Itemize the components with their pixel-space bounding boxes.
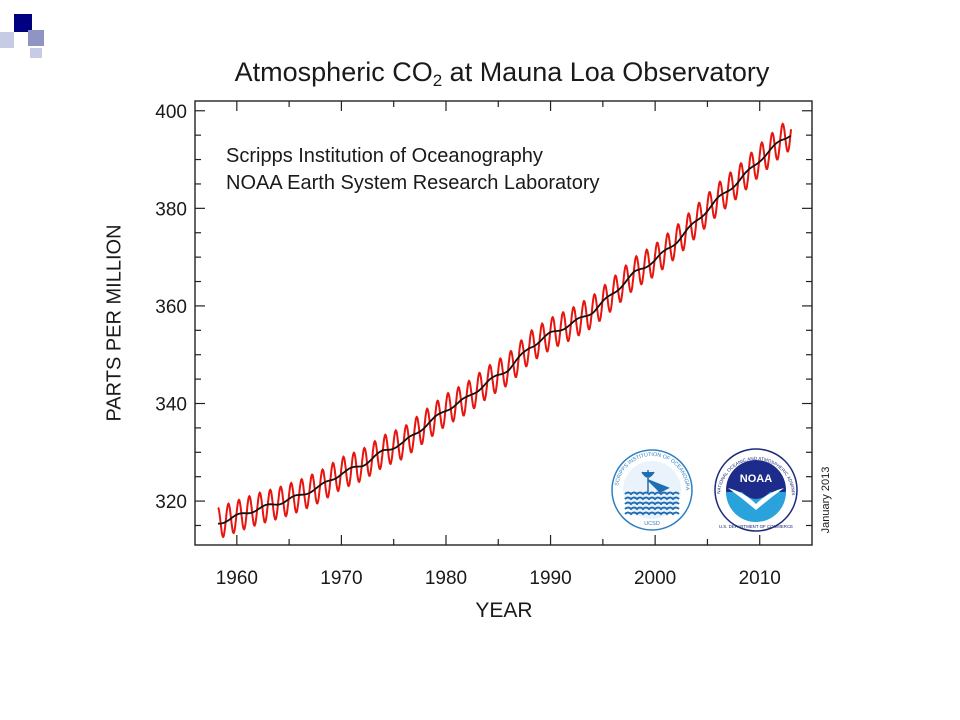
y-tick-label: 360 [155, 297, 187, 318]
scripps-wave [624, 491, 680, 496]
slide-decor-square-small [30, 48, 42, 58]
series-trend-line [218, 134, 792, 525]
y-tick-label: 400 [155, 102, 187, 123]
annotation-noaa: NOAA Earth System Research Laboratory [226, 172, 600, 194]
noaa-center-text: NOAA [740, 473, 772, 485]
date-annotation: January 2013 [820, 466, 832, 534]
scripps-trident-ship [641, 470, 670, 493]
scripps-wave [624, 501, 680, 506]
scripps-wave [624, 496, 680, 501]
slide-decor-square-light [0, 32, 14, 48]
slide-decor-square-mid [28, 30, 44, 46]
y-tick-label: 320 [155, 492, 187, 513]
scripps-logo-inner [623, 461, 681, 519]
y-axis-label: PARTS PER MILLION [103, 224, 126, 422]
scripps-wave [624, 506, 680, 511]
plot-frame [194, 100, 813, 546]
slide-decor-square-dark [14, 14, 32, 32]
x-tick-label: 1980 [425, 568, 467, 589]
y-tick-label: 380 [155, 199, 187, 220]
x-axis-label: YEAR [475, 599, 533, 622]
noaa-base-text: U.S. DEPARTMENT OF COMMERCE [719, 524, 793, 529]
series-monthly-line [217, 122, 792, 539]
noaa-bird [728, 488, 784, 510]
chart-title: Atmospheric CO2 at Mauna Loa Observatory [234, 57, 770, 90]
x-tick-label: 2000 [634, 568, 676, 589]
x-tick-label: 1960 [216, 568, 258, 589]
x-tick-label: 2010 [739, 568, 781, 589]
x-tick-label: 1990 [529, 568, 571, 589]
y-tick-label: 340 [155, 395, 187, 416]
scripps-base-text: UCSD [644, 521, 660, 527]
scripps-wave [624, 511, 680, 516]
annotation-scripps: Scripps Institution of Oceanography [226, 145, 543, 167]
x-tick-label: 1970 [320, 568, 362, 589]
